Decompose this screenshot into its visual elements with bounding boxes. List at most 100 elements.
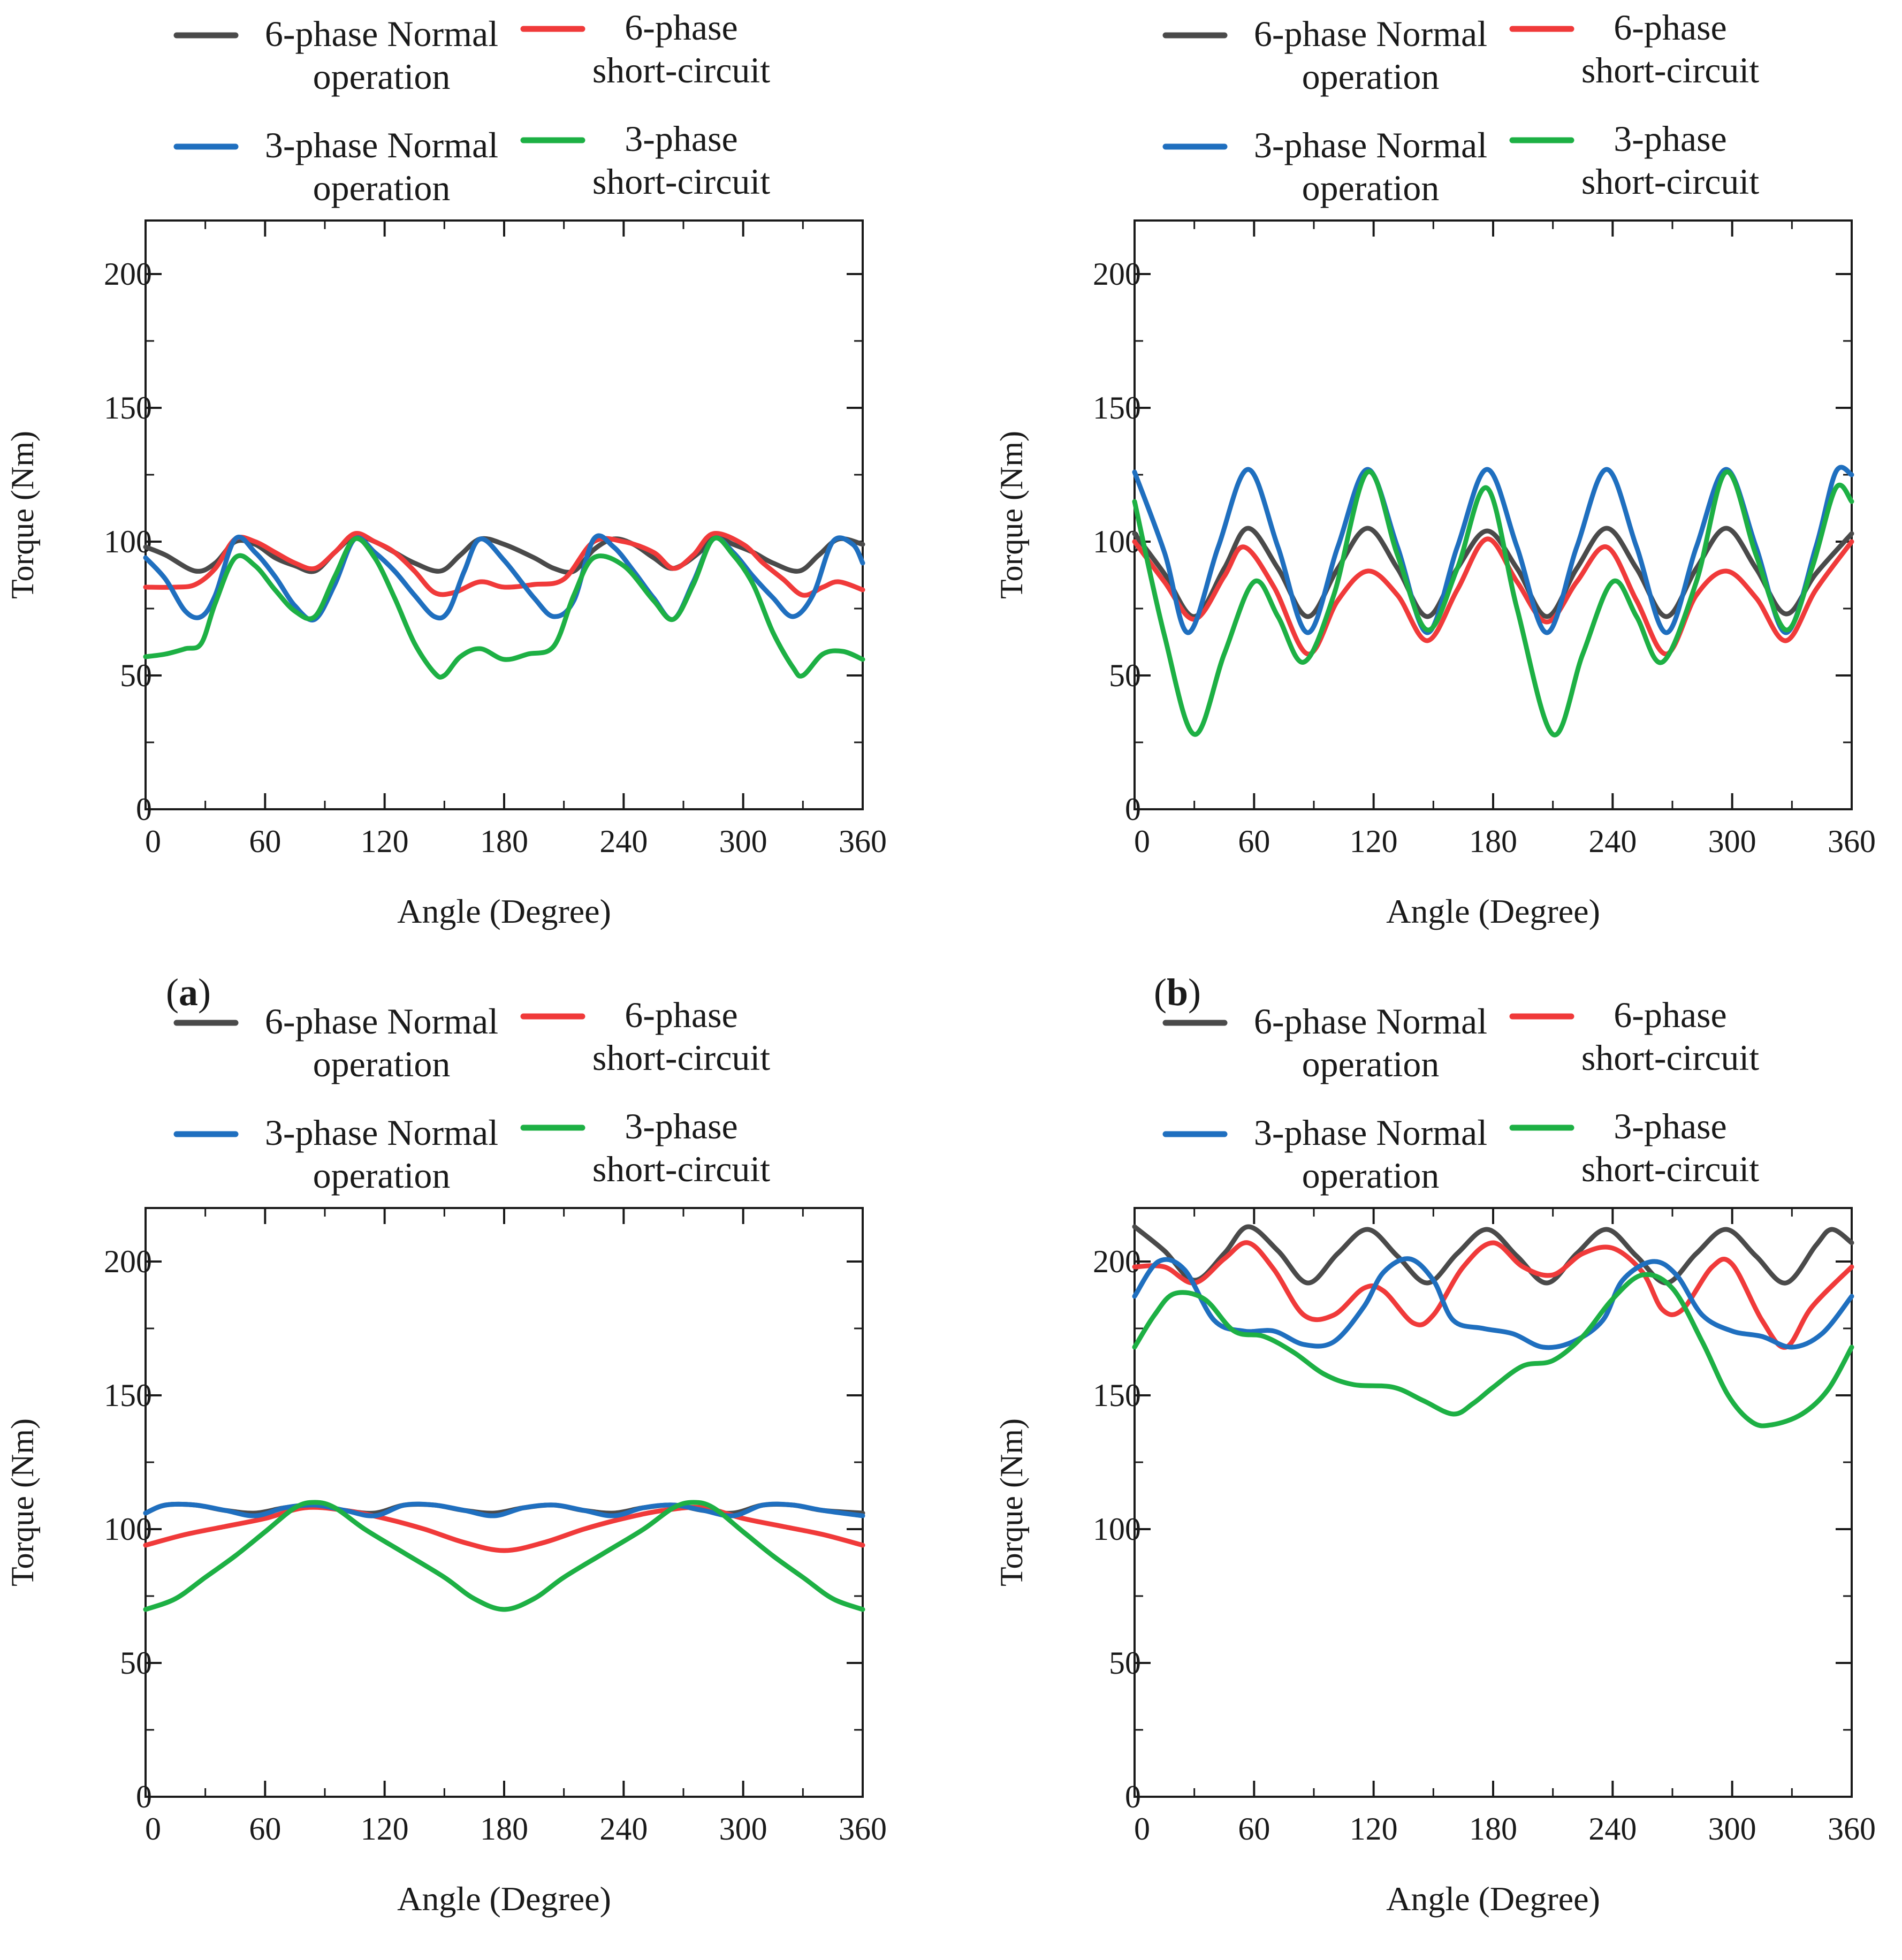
legend-label-s6-line1: 6-phase	[1614, 7, 1726, 48]
x-tick-label: 0	[1134, 1811, 1150, 1847]
series-line-s3	[1132, 469, 1854, 738]
x-tick-label: 60	[249, 1811, 281, 1847]
y-tick-label: 200	[1093, 1244, 1141, 1279]
x-tick-label: 180	[480, 1811, 528, 1847]
legend-label-s3-line1: 3-phase	[1614, 1106, 1726, 1146]
y-tick-label: 0	[136, 1779, 152, 1814]
x-axis-label: Angle (Degree)	[397, 1880, 611, 1918]
legend-label-n3-line1: 3-phase Normal	[265, 1112, 498, 1153]
series-line-s6	[143, 530, 865, 598]
x-tick-label: 240	[1588, 824, 1637, 859]
legend-label-s6-line2: short-circuit	[1581, 50, 1759, 90]
series-line-s3	[143, 535, 865, 680]
legend-label-s6-line1: 6-phase	[625, 7, 737, 48]
legend-label-s6-line1: 6-phase	[1614, 994, 1726, 1035]
legend-label-s3-line2: short-circuit	[1581, 161, 1759, 202]
panel-label: (b)	[1154, 971, 1201, 1014]
panel-label-open-paren: (	[1154, 1958, 1167, 1960]
x-tick-label: 120	[361, 824, 409, 859]
legend: 6-phase Normaloperation6-phaseshort-circ…	[1162, 994, 1759, 1196]
x-tick-label: 0	[145, 1811, 161, 1847]
x-tick-label: 360	[1828, 824, 1876, 859]
x-tick-label: 180	[1469, 1811, 1517, 1847]
x-axis-label: Angle (Degree)	[1386, 1880, 1600, 1918]
legend-label-s3-line2: short-circuit	[592, 161, 770, 202]
legend-label-s3-line1: 3-phase	[1614, 118, 1726, 159]
y-tick-label: 100	[104, 524, 152, 559]
legend-label-n3-line1: 3-phase Normal	[1254, 1112, 1487, 1153]
x-tick-label: 120	[1350, 1811, 1398, 1847]
legend-label-s3-line1: 3-phase	[625, 1106, 737, 1146]
y-tick-label: 50	[1109, 1645, 1141, 1681]
series-line-s3	[1132, 1272, 1854, 1429]
y-axis-label: Torque (Nm)	[5, 1418, 40, 1586]
y-tick-label: 200	[104, 256, 152, 292]
legend-label-n6-line2: operation	[1302, 1044, 1440, 1084]
legend-label-s3-line2: short-circuit	[1581, 1149, 1759, 1189]
x-tick-label: 360	[839, 1811, 887, 1847]
x-tick-label: 60	[249, 824, 281, 859]
legend-label-n3-line2: operation	[1302, 168, 1440, 208]
y-tick-label: 200	[1093, 256, 1141, 292]
y-tick-label: 50	[120, 658, 152, 693]
panel-label-letter: c	[180, 1958, 197, 1960]
panel-label-letter: b	[1167, 971, 1188, 1014]
panel-label-close-paren: )	[1188, 1958, 1201, 1960]
legend-label-n3-line1: 3-phase Normal	[1254, 125, 1487, 165]
y-tick-label: 150	[1093, 1378, 1141, 1413]
panel-label-close-paren: )	[197, 1958, 210, 1960]
x-tick-label: 300	[1708, 824, 1756, 859]
series-group	[143, 1500, 865, 1612]
legend-label-n6-line2: operation	[1302, 56, 1440, 97]
x-tick-label: 60	[1238, 824, 1270, 859]
series-line-n6	[1132, 1224, 1854, 1286]
x-axis-label: Angle (Degree)	[397, 892, 611, 930]
series-line-n3	[143, 533, 865, 622]
y-tick-label: 150	[104, 390, 152, 426]
legend-label-n3-line1: 3-phase Normal	[265, 125, 498, 165]
series-line-n3	[143, 1501, 865, 1518]
legend: 6-phase Normaloperation6-phaseshort-circ…	[173, 7, 770, 208]
x-tick-label: 360	[839, 824, 887, 859]
legend-label-n6-line1: 6-phase Normal	[265, 13, 498, 54]
legend-label-n3-line2: operation	[313, 168, 451, 208]
legend: 6-phase Normaloperation6-phaseshort-circ…	[1162, 7, 1759, 208]
x-tick-label: 240	[599, 824, 648, 859]
series-line-n6	[143, 533, 865, 575]
legend-label-n6-line2: operation	[313, 56, 451, 97]
series-line-n3	[1132, 1256, 1854, 1350]
legend-label-n6-line1: 6-phase Normal	[1254, 1001, 1487, 1042]
x-tick-label: 180	[1469, 824, 1517, 859]
x-tick-label: 180	[480, 824, 528, 859]
legend-label-s3-line1: 3-phase	[625, 118, 737, 159]
y-tick-label: 0	[1125, 1779, 1141, 1814]
legend-label-n6-line1: 6-phase Normal	[265, 1001, 498, 1042]
legend-label-n6-line1: 6-phase Normal	[1254, 13, 1487, 54]
series-group	[1132, 465, 1854, 738]
series-line-s3	[143, 1500, 865, 1612]
chart-panel-d: 6-phase Normaloperation6-phaseshort-circ…	[994, 994, 1876, 1960]
legend-label-n6-line2: operation	[313, 1044, 451, 1084]
x-tick-label: 240	[599, 1811, 648, 1847]
x-tick-label: 300	[1708, 1811, 1756, 1847]
legend-label-s6-line2: short-circuit	[592, 1037, 770, 1078]
series-group	[143, 530, 865, 680]
panel-label: (c)	[167, 1958, 210, 1960]
y-tick-label: 100	[104, 1511, 152, 1547]
legend: 6-phase Normaloperation6-phaseshort-circ…	[173, 994, 770, 1196]
x-axis-label: Angle (Degree)	[1386, 892, 1600, 930]
series-line-n6	[1132, 526, 1854, 619]
